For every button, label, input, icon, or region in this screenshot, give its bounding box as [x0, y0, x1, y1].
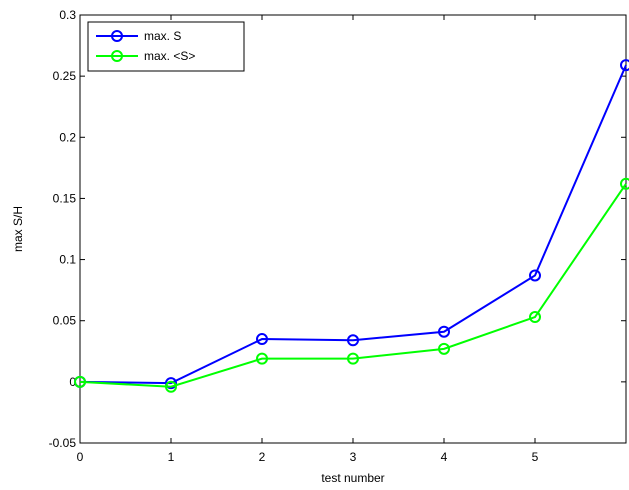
series-line	[79, 183, 627, 388]
data-point	[165, 380, 177, 393]
x-axis-label: test number	[321, 471, 384, 485]
data-point	[347, 352, 359, 365]
y-tick-label: 0.1	[59, 253, 76, 267]
y-tick-label: 0.25	[53, 69, 77, 83]
data-point	[74, 375, 86, 388]
x-tick-label: 3	[350, 450, 357, 464]
y-axis-label: max S/H	[11, 206, 25, 252]
data-point	[438, 325, 450, 338]
x-tick-label: 0	[77, 450, 84, 464]
x-tick-label: 5	[532, 450, 539, 464]
y-tick-label: 0.15	[53, 191, 77, 205]
legend-marker	[111, 50, 123, 62]
y-tick-label: 0	[69, 375, 76, 389]
x-tick-label: 4	[441, 450, 448, 464]
y-tick-label: 0.3	[59, 8, 76, 22]
data-point	[529, 269, 541, 282]
data-point	[347, 334, 359, 347]
data-point	[438, 342, 450, 355]
legend-box	[87, 21, 245, 72]
series-line	[79, 64, 627, 385]
data-point	[620, 59, 629, 72]
data-point	[256, 352, 268, 365]
legend-label: max. S	[144, 29, 181, 43]
y-tick-label: 0.2	[59, 130, 76, 144]
axes-box	[79, 14, 627, 444]
x-tick-label: 2	[259, 450, 266, 464]
data-point	[165, 377, 177, 390]
x-tick-label: 1	[168, 450, 175, 464]
data-point	[256, 333, 268, 346]
y-tick-label: 0.05	[53, 314, 77, 328]
y-tick-label: -0.05	[49, 436, 77, 450]
data-point	[529, 311, 541, 324]
legend-marker	[111, 30, 123, 42]
legend-label: max. <S>	[144, 49, 195, 63]
data-point	[620, 177, 629, 190]
